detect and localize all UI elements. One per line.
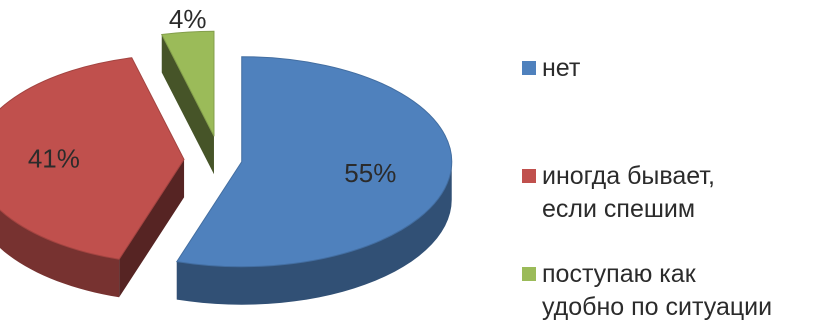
legend-item-net: нет xyxy=(522,52,802,85)
legend-item-inogda: иногда бывает, если спешим xyxy=(522,160,802,226)
legend-swatch-postupayu xyxy=(522,267,536,281)
pie-labels: 55% 41% 4% xyxy=(28,4,396,188)
pie-slice-2 xyxy=(160,30,215,137)
pie-slice-1 xyxy=(0,57,185,260)
pie-chart: 55% 41% 4% xyxy=(0,4,453,305)
legend-swatch-inogda xyxy=(522,169,536,183)
legend-label-net: нет xyxy=(542,54,581,82)
data-label-0: 55% xyxy=(344,158,396,188)
legend-label-postupayu: поступаю как удобно по ситуации xyxy=(542,260,773,321)
legend-item-postupayu: поступаю как удобно по ситуации xyxy=(522,258,802,324)
pie-tops xyxy=(0,30,453,268)
legend-label-inogda: иногда бывает, если спешим xyxy=(542,162,715,223)
data-label-2: 4% xyxy=(169,4,207,34)
legend-swatch-net xyxy=(522,61,536,75)
data-label-1: 41% xyxy=(28,143,80,173)
pie-slice-0 xyxy=(175,56,453,268)
pie-slice-3d xyxy=(161,34,214,175)
